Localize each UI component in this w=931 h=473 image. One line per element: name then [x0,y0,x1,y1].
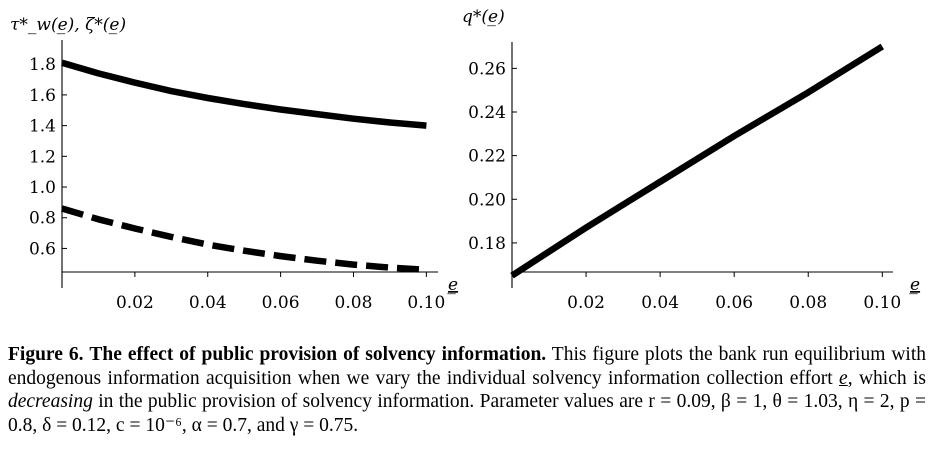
caption-effort-symbol: e [839,367,848,389]
caption-parameters: r = 0.09, β = 1, θ = 1.03, η = 2, p = 0.… [8,391,926,436]
y-tick-label: 0.22 [468,147,506,167]
caption-title: The effect of public provision of solven… [89,344,547,365]
x-tick-label: 0.04 [641,293,679,313]
right-chart-marks [510,43,885,279]
right-chart-axes [511,42,893,288]
charts-svg: 0.02 0.04 0.06 0.08 0.10 0.6 0.8 1.0 1.2 1.4 1.6 1.… [10,7,920,313]
x-tick-label: 0.06 [715,293,753,313]
left-x-axis-title: e̲ [447,275,458,295]
x-tick-label: 0.02 [567,293,605,313]
right-y-axis-title: q*(e̲) [462,7,505,27]
y-tick-label: 1.0 [29,178,56,198]
y-tick-label: 0.26 [468,59,506,79]
x-tick-label: 0.02 [116,293,154,313]
y-tick-label: 0.20 [468,190,506,210]
left-chart-ticks: 0.02 0.04 0.06 0.08 0.10 0.6 0.8 1.0 1.2 1.4 1.6 1.… [29,55,445,313]
y-tick-label: 0.18 [468,234,506,254]
caption-text: This figure plots the bank run equilibri… [8,344,926,389]
y-tick-label: 1.6 [29,86,56,106]
left-chart-axes [61,40,438,288]
x-tick-label: 0.06 [262,293,300,313]
left-chart: 0.02 0.04 0.06 0.08 0.10 0.6 0.8 1.0 1.2 1.4 1.6 1.… [10,15,458,313]
figure-caption: Figure 6. The effect of public provision… [8,343,926,437]
left-series-solid-line [61,59,427,129]
right-x-axis-title: e̲ [909,275,920,295]
caption-text: in the public provision of solvency info… [92,391,649,412]
left-chart-marks [61,59,427,274]
x-tick-label: 0.08 [789,293,827,313]
caption-emphasis: decreasing [8,391,93,412]
y-tick-label: 0.6 [29,239,56,259]
y-tick-label: 1.8 [29,55,56,75]
figure-area: 0.02 0.04 0.06 0.08 0.10 0.6 0.8 1.0 1.2 1.4 1.6 1.… [10,7,920,313]
right-series-solid-line [510,43,885,279]
y-tick-label: 0.8 [29,209,56,229]
x-tick-label: 0.08 [335,293,373,313]
y-tick-label: 1.2 [29,147,56,167]
caption-label: Figure 6. [8,344,84,365]
right-chart-ticks: 0.02 0.04 0.06 0.08 0.10 0.18 0.20 0.22 0.24 0.26 [468,59,901,313]
x-tick-label: 0.10 [407,293,445,313]
x-tick-label: 0.10 [863,293,901,313]
right-chart: 0.02 0.04 0.06 0.08 0.10 0.18 0.20 0.22 0.24 0.26… [462,7,920,313]
left-series-dashed-line [61,205,427,274]
x-tick-label: 0.04 [189,293,227,313]
caption-text: , which is [847,367,926,389]
y-tick-label: 1.4 [29,117,56,137]
y-tick-label: 0.24 [468,103,506,123]
left-y-axis-title: τ*_w(e̲), ζ*(e̲) [10,15,126,35]
